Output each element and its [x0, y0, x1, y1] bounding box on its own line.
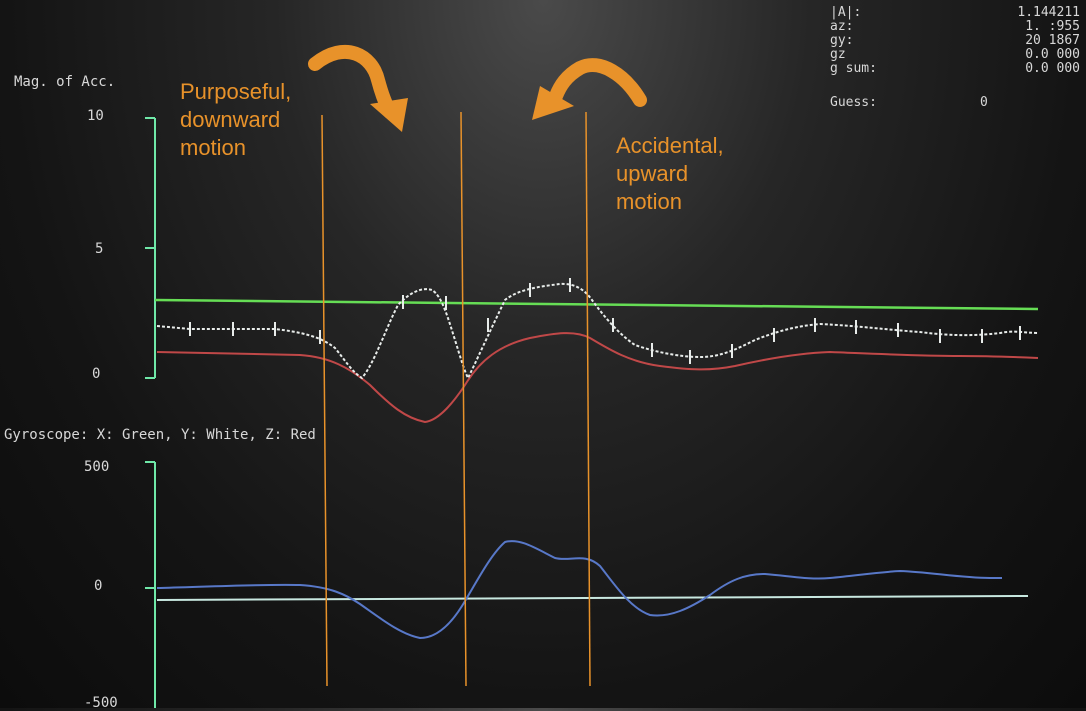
curved-arrow-left-icon: [532, 58, 647, 120]
gyro-tick-500: 500: [84, 459, 110, 475]
annotation-line: Purposeful,: [180, 79, 292, 104]
readout-value: 20 1867: [1025, 33, 1080, 48]
readout-row-az: az: 1. :955: [830, 20, 1080, 34]
guess-value: 0: [980, 95, 988, 110]
readout-label: |A|:: [830, 5, 862, 20]
readout-label: az:: [830, 19, 854, 34]
annotation-line: upward: [616, 161, 689, 186]
readout-row-a: |A|: 1.144211: [830, 6, 1080, 20]
annotation-accidental: Accidental, upward motion: [616, 132, 724, 216]
readout-row-gy: gy: 20 1867: [830, 34, 1080, 48]
curved-arrow-down-icon: [308, 45, 408, 132]
annotation-line: Accidental,: [616, 133, 724, 158]
acc-tick-10: 10: [87, 108, 104, 124]
readout-value: 0.0 000: [1025, 61, 1080, 76]
acc-tick-0: 0: [92, 366, 101, 382]
gyro-tick-0: 0: [94, 578, 103, 594]
readout-value: 1. :955: [1025, 19, 1080, 34]
readout-label: gz: [830, 47, 846, 62]
sensor-readout: |A|: 1.144211 az: 1. :955 gy: 20 1867 gz 0.0…: [830, 6, 1080, 110]
readout-value: 1.144211: [1017, 5, 1080, 20]
orange-guides: [321, 111, 591, 687]
annotation-line: downward: [180, 107, 281, 132]
readout-label: gy:: [830, 33, 854, 48]
acc-red-series: [156, 332, 1039, 424]
guess-label: Guess:: [830, 95, 877, 110]
gyro-white-line: [156, 595, 1029, 601]
acc-axis: [145, 117, 156, 379]
readout-row-gsum: g sum: 0.0 000: [830, 62, 1080, 76]
readout-value: 0.0 000: [1025, 47, 1080, 62]
gyro-axis: [145, 461, 156, 708]
gyro-tick-minus-500: -500: [84, 695, 118, 711]
acc-white-series: [156, 282, 1039, 381]
acc-white-ticks: [189, 278, 1021, 364]
annotation-line: motion: [616, 189, 683, 214]
acc-tick-5: 5: [95, 241, 104, 257]
annotation-purposeful: Purposeful, downward motion: [180, 78, 291, 162]
annotation-line: motion: [180, 135, 247, 160]
guess-row: Guess: 0: [830, 96, 1080, 110]
acc-plot-title: Mag. of Acc.: [14, 74, 116, 90]
gyro-blue-series: [156, 540, 1002, 640]
readout-row-gz: gz 0.0 000: [830, 48, 1080, 62]
readout-label: g sum:: [830, 61, 877, 76]
gyro-plot-title: Gyroscope: X: Green, Y: White, Z: Red: [4, 427, 316, 443]
